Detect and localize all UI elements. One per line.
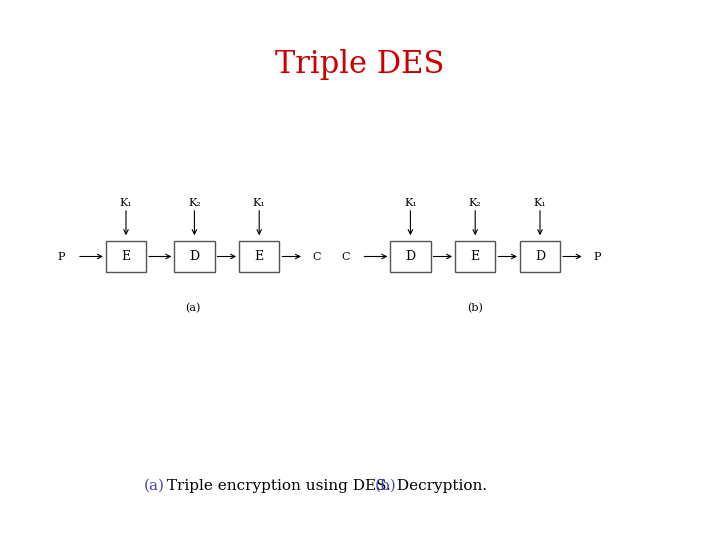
Text: Decryption.: Decryption. <box>392 479 487 493</box>
Text: K₁: K₁ <box>404 198 417 207</box>
Text: (a): (a) <box>185 302 200 313</box>
Text: K₁: K₁ <box>253 198 266 207</box>
Text: C: C <box>312 252 321 261</box>
Text: (b): (b) <box>374 479 396 493</box>
Text: P: P <box>58 252 65 261</box>
Text: K₂: K₂ <box>469 198 482 207</box>
Bar <box>390 241 431 272</box>
Text: K₂: K₂ <box>188 198 201 207</box>
Text: Triple encryption using DES.: Triple encryption using DES. <box>162 479 405 493</box>
Text: D: D <box>405 250 415 263</box>
Bar <box>239 241 279 272</box>
Text: K₁: K₁ <box>534 198 546 207</box>
Text: (b): (b) <box>467 302 483 313</box>
Text: E: E <box>122 250 130 263</box>
Text: D: D <box>535 250 545 263</box>
Bar <box>106 241 146 272</box>
Text: E: E <box>255 250 264 263</box>
Bar <box>520 241 560 272</box>
Bar <box>174 241 215 272</box>
Text: E: E <box>471 250 480 263</box>
Text: P: P <box>594 252 601 261</box>
Text: K₁: K₁ <box>120 198 132 207</box>
Text: C: C <box>341 252 350 261</box>
Text: D: D <box>189 250 199 263</box>
Text: Triple DES: Triple DES <box>275 49 445 80</box>
Bar <box>455 241 495 272</box>
Text: (a): (a) <box>144 479 165 493</box>
